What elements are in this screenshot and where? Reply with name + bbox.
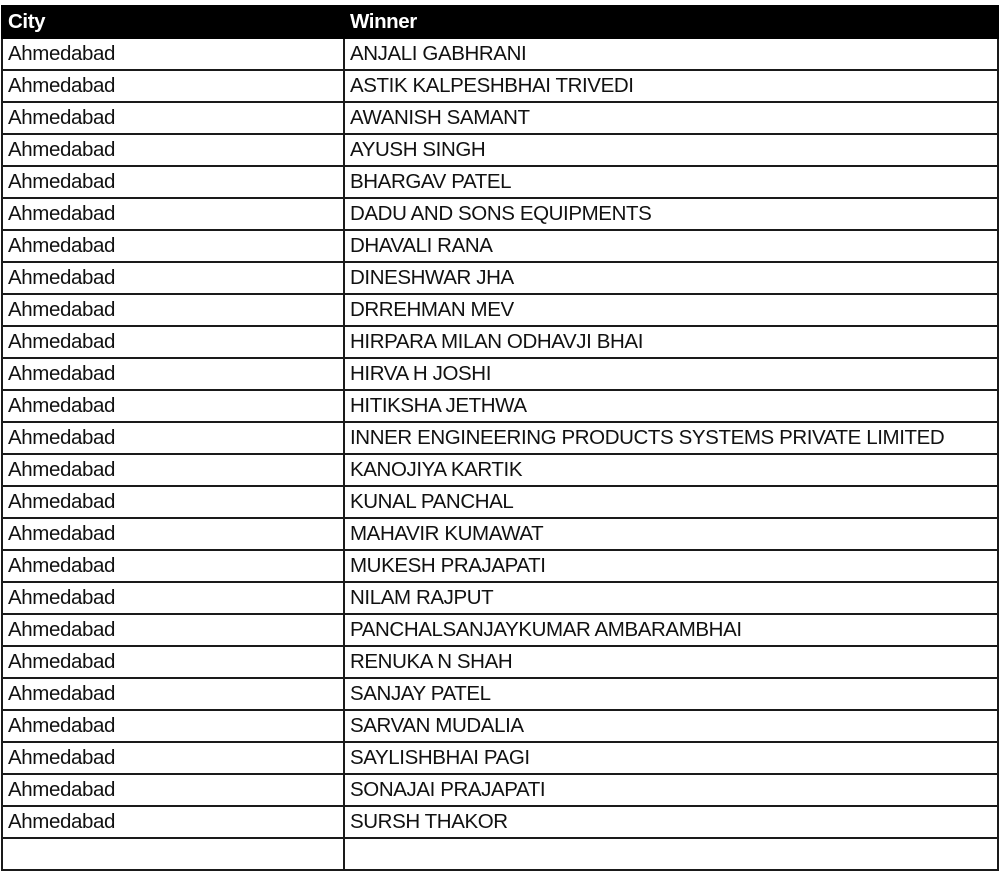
table-row: Ahmedabad DINESHWAR JHA [1,261,999,295]
header-winner: Winner [343,5,999,39]
winner-cell: RENUKA N SHAH [343,645,999,679]
winner-cell: PANCHALSANJAYKUMAR AMBARAMBHAI [343,613,999,647]
header-city: City [1,5,345,39]
winner-cell: BHARGAV PATEL [343,165,999,199]
winner-cell: ASTIK KALPESHBHAI TRIVEDI [343,69,999,103]
table-row: Ahmedabad DHAVALI RANA [1,229,999,263]
winner-cell: NILAM RAJPUT [343,581,999,615]
table-row: Ahmedabad RENUKA N SHAH [1,645,999,679]
table-row: Ahmedabad SARVAN MUDALIA [1,709,999,743]
city-cell: Ahmedabad [1,229,345,263]
table-row: Ahmedabad BHARGAV PATEL [1,165,999,199]
header-row: City Winner [1,5,999,39]
winner-cell: SURSH THAKOR [343,805,999,839]
city-cell: Ahmedabad [1,485,345,519]
city-cell: Ahmedabad [1,101,345,135]
winner-cell: HITIKSHA JETHWA [343,389,999,423]
table-row: Ahmedabad AYUSH SINGH [1,133,999,167]
city-cell: Ahmedabad [1,645,345,679]
table-row: Ahmedabad KUNAL PANCHAL [1,485,999,519]
table-row: Ahmedabad HIRVA H JOSHI [1,357,999,391]
city-cell: Ahmedabad [1,453,345,487]
winner-cell: KANOJIYA KARTIK [343,453,999,487]
table-row: Ahmedabad MAHAVIR KUMAWAT [1,517,999,551]
city-cell: Ahmedabad [1,741,345,775]
city-cell: Ahmedabad [1,421,345,455]
city-cell: Ahmedabad [1,613,345,647]
table-row: Ahmedabad SURSH THAKOR [1,805,999,839]
city-cell: Ahmedabad [1,389,345,423]
winner-cell: KUNAL PANCHAL [343,485,999,519]
winner-cell: HIRPARA MILAN ODHAVJI BHAI [343,325,999,359]
city-cell: Ahmedabad [1,805,345,839]
table-row: Ahmedabad MUKESH PRAJAPATI [1,549,999,583]
city-cell: Ahmedabad [1,165,345,199]
winner-cell: HIRVA H JOSHI [343,357,999,391]
city-cell: Ahmedabad [1,197,345,231]
city-cell: Ahmedabad [1,357,345,391]
city-cell: Ahmedabad [1,581,345,615]
winner-cell: DINESHWAR JHA [343,261,999,295]
table-row: Ahmedabad HITIKSHA JETHWA [1,389,999,423]
table-row: Ahmedabad SANJAY PATEL [1,677,999,711]
table-row [1,837,999,871]
winner-cell: INNER ENGINEERING PRODUCTS SYSTEMS PRIVA… [343,421,999,455]
city-cell: Ahmedabad [1,549,345,583]
table-row: Ahmedabad INNER ENGINEERING PRODUCTS SYST… [1,421,999,455]
city-cell: Ahmedabad [1,37,345,71]
winner-cell: MAHAVIR KUMAWAT [343,517,999,551]
table-row: Ahmedabad DADU AND SONS EQUIPMENTS [1,197,999,231]
winner-cell: AWANISH SAMANT [343,101,999,135]
winner-cell: MUKESH PRAJAPATI [343,549,999,583]
winner-cell [343,837,999,871]
table-row: Ahmedabad SAYLISHBHAI PAGI [1,741,999,775]
table-row: Ahmedabad NILAM RAJPUT [1,581,999,615]
winner-cell: DRREHMAN MEV [343,293,999,327]
winner-cell: DHAVALI RANA [343,229,999,263]
city-cell: Ahmedabad [1,709,345,743]
city-cell: Ahmedabad [1,69,345,103]
winner-cell: DADU AND SONS EQUIPMENTS [343,197,999,231]
winners-table: City Winner Ahmedabad ANJALI GABHRANI Ahme… [1,5,999,871]
winner-cell: SANJAY PATEL [343,677,999,711]
table-row: Ahmedabad KANOJIYA KARTIK [1,453,999,487]
winner-cell: SONAJAI PRAJAPATI [343,773,999,807]
table-row: Ahmedabad AWANISH SAMANT [1,101,999,135]
winner-cell: SARVAN MUDALIA [343,709,999,743]
city-cell [1,837,345,871]
table-row: Ahmedabad ANJALI GABHRANI [1,37,999,71]
table-row: Ahmedabad DRREHMAN MEV [1,293,999,327]
table-row: Ahmedabad SONAJAI PRAJAPATI [1,773,999,807]
winner-cell: SAYLISHBHAI PAGI [343,741,999,775]
winner-cell: ANJALI GABHRANI [343,37,999,71]
city-cell: Ahmedabad [1,517,345,551]
city-cell: Ahmedabad [1,293,345,327]
city-cell: Ahmedabad [1,261,345,295]
city-cell: Ahmedabad [1,677,345,711]
city-cell: Ahmedabad [1,773,345,807]
table-row: Ahmedabad HIRPARA MILAN ODHAVJI BHAI [1,325,999,359]
city-cell: Ahmedabad [1,133,345,167]
table-row: Ahmedabad ASTIK KALPESHBHAI TRIVEDI [1,69,999,103]
winner-cell: AYUSH SINGH [343,133,999,167]
table-row: Ahmedabad PANCHALSANJAYKUMAR AMBARAMBHAI [1,613,999,647]
city-cell: Ahmedabad [1,325,345,359]
